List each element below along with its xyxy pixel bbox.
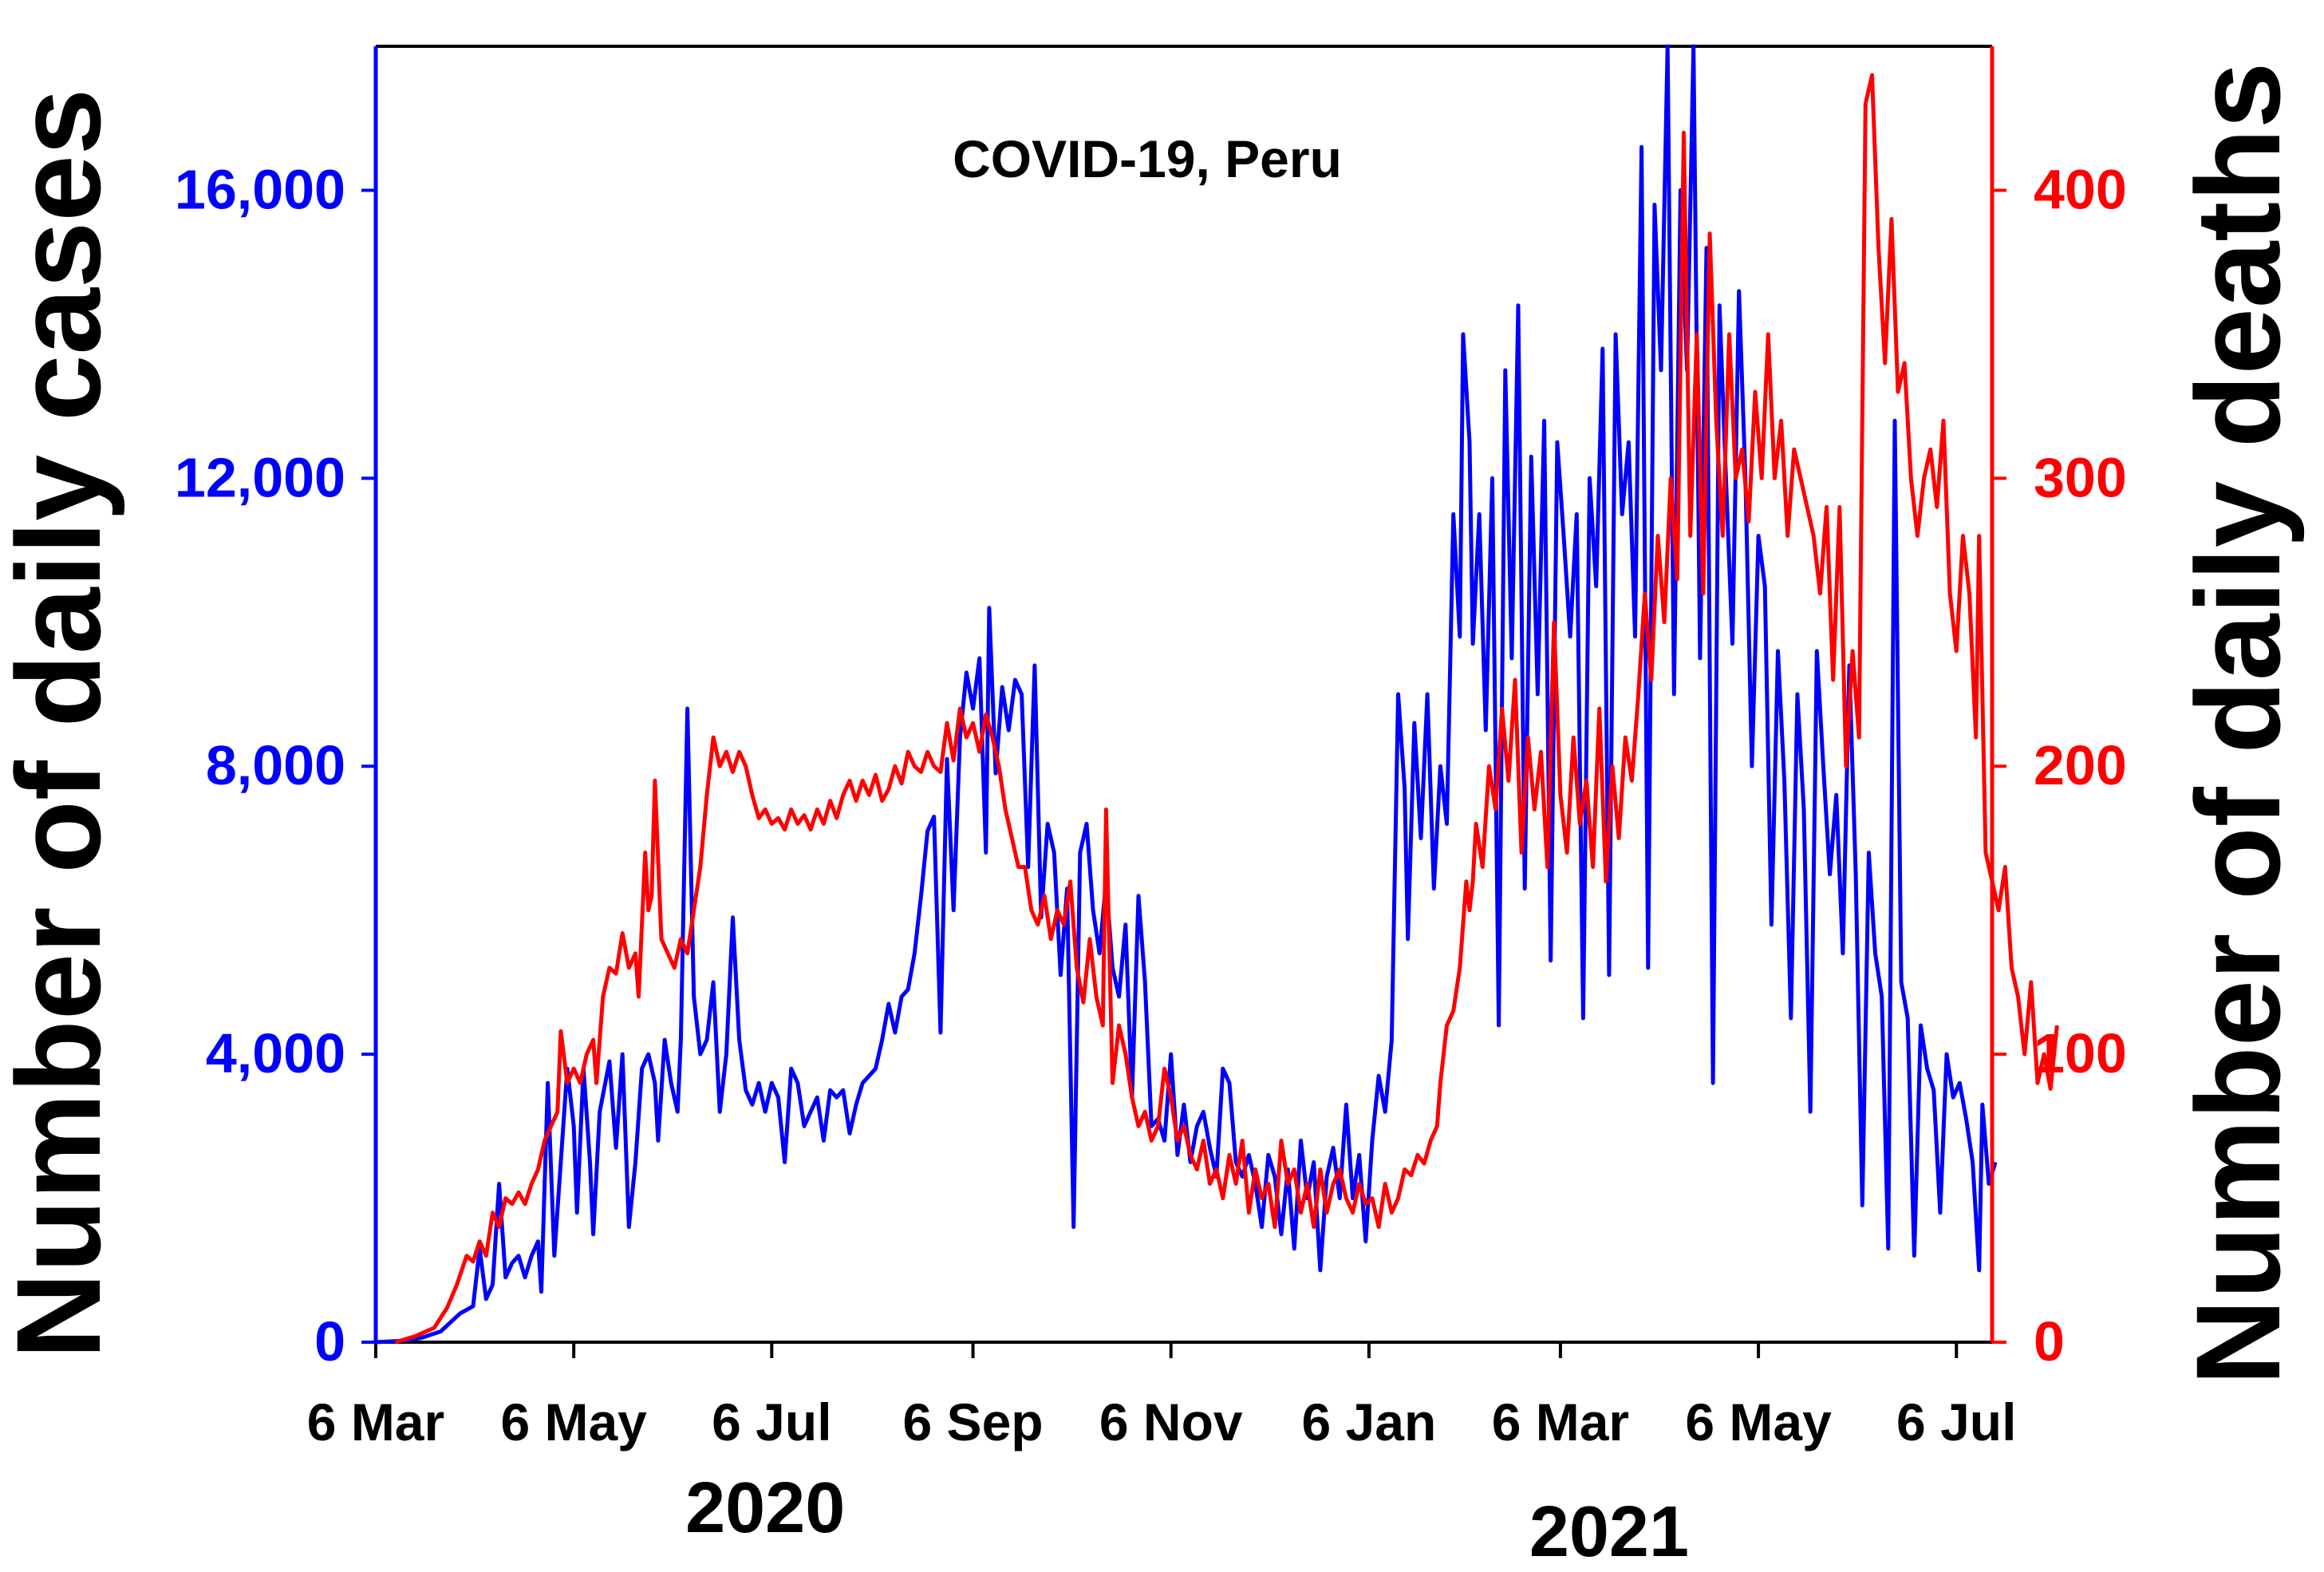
x-tick-label: 6 May — [500, 1392, 647, 1452]
y-right-tick-label: 300 — [2034, 446, 2127, 508]
x-tick-label: 6 May — [1685, 1392, 1832, 1452]
y-left-tick-label: 12,000 — [175, 446, 345, 508]
year-label: 2020 — [685, 1468, 845, 1548]
y-left-tick-label: 4,000 — [206, 1022, 345, 1084]
y-right-tick-label: 200 — [2034, 734, 2127, 796]
x-tick-label: 6 Jan — [1302, 1392, 1437, 1452]
x-tick-label: 6 Sep — [903, 1392, 1044, 1452]
x-tick-label: 6 Jul — [712, 1392, 831, 1452]
year-label: 2021 — [1529, 1492, 1689, 1572]
x-tick-label: 6 Mar — [1492, 1392, 1629, 1452]
y-left-tick-label: 0 — [314, 1310, 345, 1373]
daily-deaths-line — [394, 73, 2059, 1345]
y-axis-left-label: Number of daily cases — [0, 89, 125, 1359]
y-right-tick-label: 400 — [2034, 158, 2127, 220]
x-tick-label: 6 Jul — [1896, 1392, 2016, 1452]
x-tick-label: 6 Nov — [1099, 1392, 1243, 1452]
y-right-tick-label: 0 — [2034, 1310, 2065, 1373]
y-left-tick-label: 8,000 — [206, 734, 345, 796]
daily-cases-line — [375, 44, 1998, 1345]
y-left-tick-label: 16,000 — [175, 158, 345, 220]
y-axis-right-label: Number of daily deaths — [2171, 62, 2305, 1386]
x-tick-label: 6 Mar — [307, 1392, 444, 1452]
chart-title: COVID-19, Peru — [953, 129, 1342, 188]
